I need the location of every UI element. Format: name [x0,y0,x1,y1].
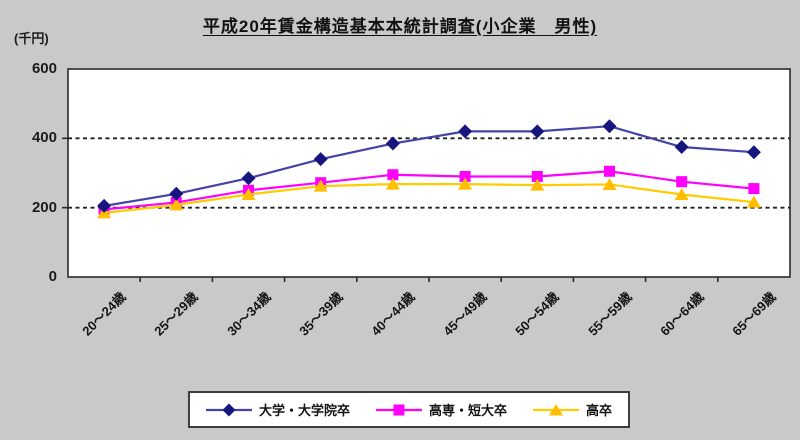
y-axis-label-400: 400 [31,129,57,147]
series-2-point-7 [602,177,617,190]
series-2-point-1 [169,198,184,211]
legend-item-1: 高専・短大卒 [375,400,508,419]
series-2-point-3 [313,179,328,192]
series-2-point-4 [385,177,400,190]
diamond-marker-icon [205,403,252,416]
series-0-point-6 [530,124,545,139]
series-line-0 [103,125,754,208]
series-2-point-2 [241,187,256,200]
y-axis-label-200: 200 [31,198,57,216]
series-0-point-2 [241,171,256,186]
series-1-point-9 [748,183,760,195]
legend-item-2: 高卒 [533,400,612,419]
series-line-1 [103,170,755,211]
series-1-point-7 [604,165,615,177]
series-0-point-9 [746,145,761,160]
legend: 大学・大学院卒 高専・短大卒 高卒 [187,391,631,428]
chart-title: 平成20年賃金構造基本本統計調査(小企業 男性) [202,17,598,36]
series-1-point-4 [387,169,399,181]
series-line-2 [103,182,755,214]
legend-label-1: 高専・短大卒 [428,403,508,418]
y-axis-label-600: 600 [31,60,57,77]
series-2-point-6 [530,178,545,191]
series-2-point-5 [458,177,473,190]
y-axis-label-0: 0 [48,268,57,285]
series-0-point-5 [458,124,473,139]
legend-label-2: 高卒 [586,403,613,418]
series-1-point-6 [531,170,543,182]
series-0-point-3 [313,152,328,167]
triangle-marker-icon [533,403,580,415]
series-1-point-5 [459,170,471,182]
series-0-point-4 [385,136,400,151]
y-axis-unit-label: (千円) [14,31,49,46]
series-2-point-8 [674,187,689,200]
series-0-point-0 [97,198,112,213]
series-2-point-9 [746,195,761,208]
square-marker-icon [375,404,422,415]
legend-item-0: 大学・大学院卒 [205,400,350,419]
series-0-point-7 [602,119,617,134]
series-1-point-8 [676,176,688,188]
series-0-point-8 [674,140,689,154]
legend-label-0: 大学・大学院卒 [258,403,350,418]
plot-frame [67,68,791,278]
series-0-point-1 [169,186,184,201]
